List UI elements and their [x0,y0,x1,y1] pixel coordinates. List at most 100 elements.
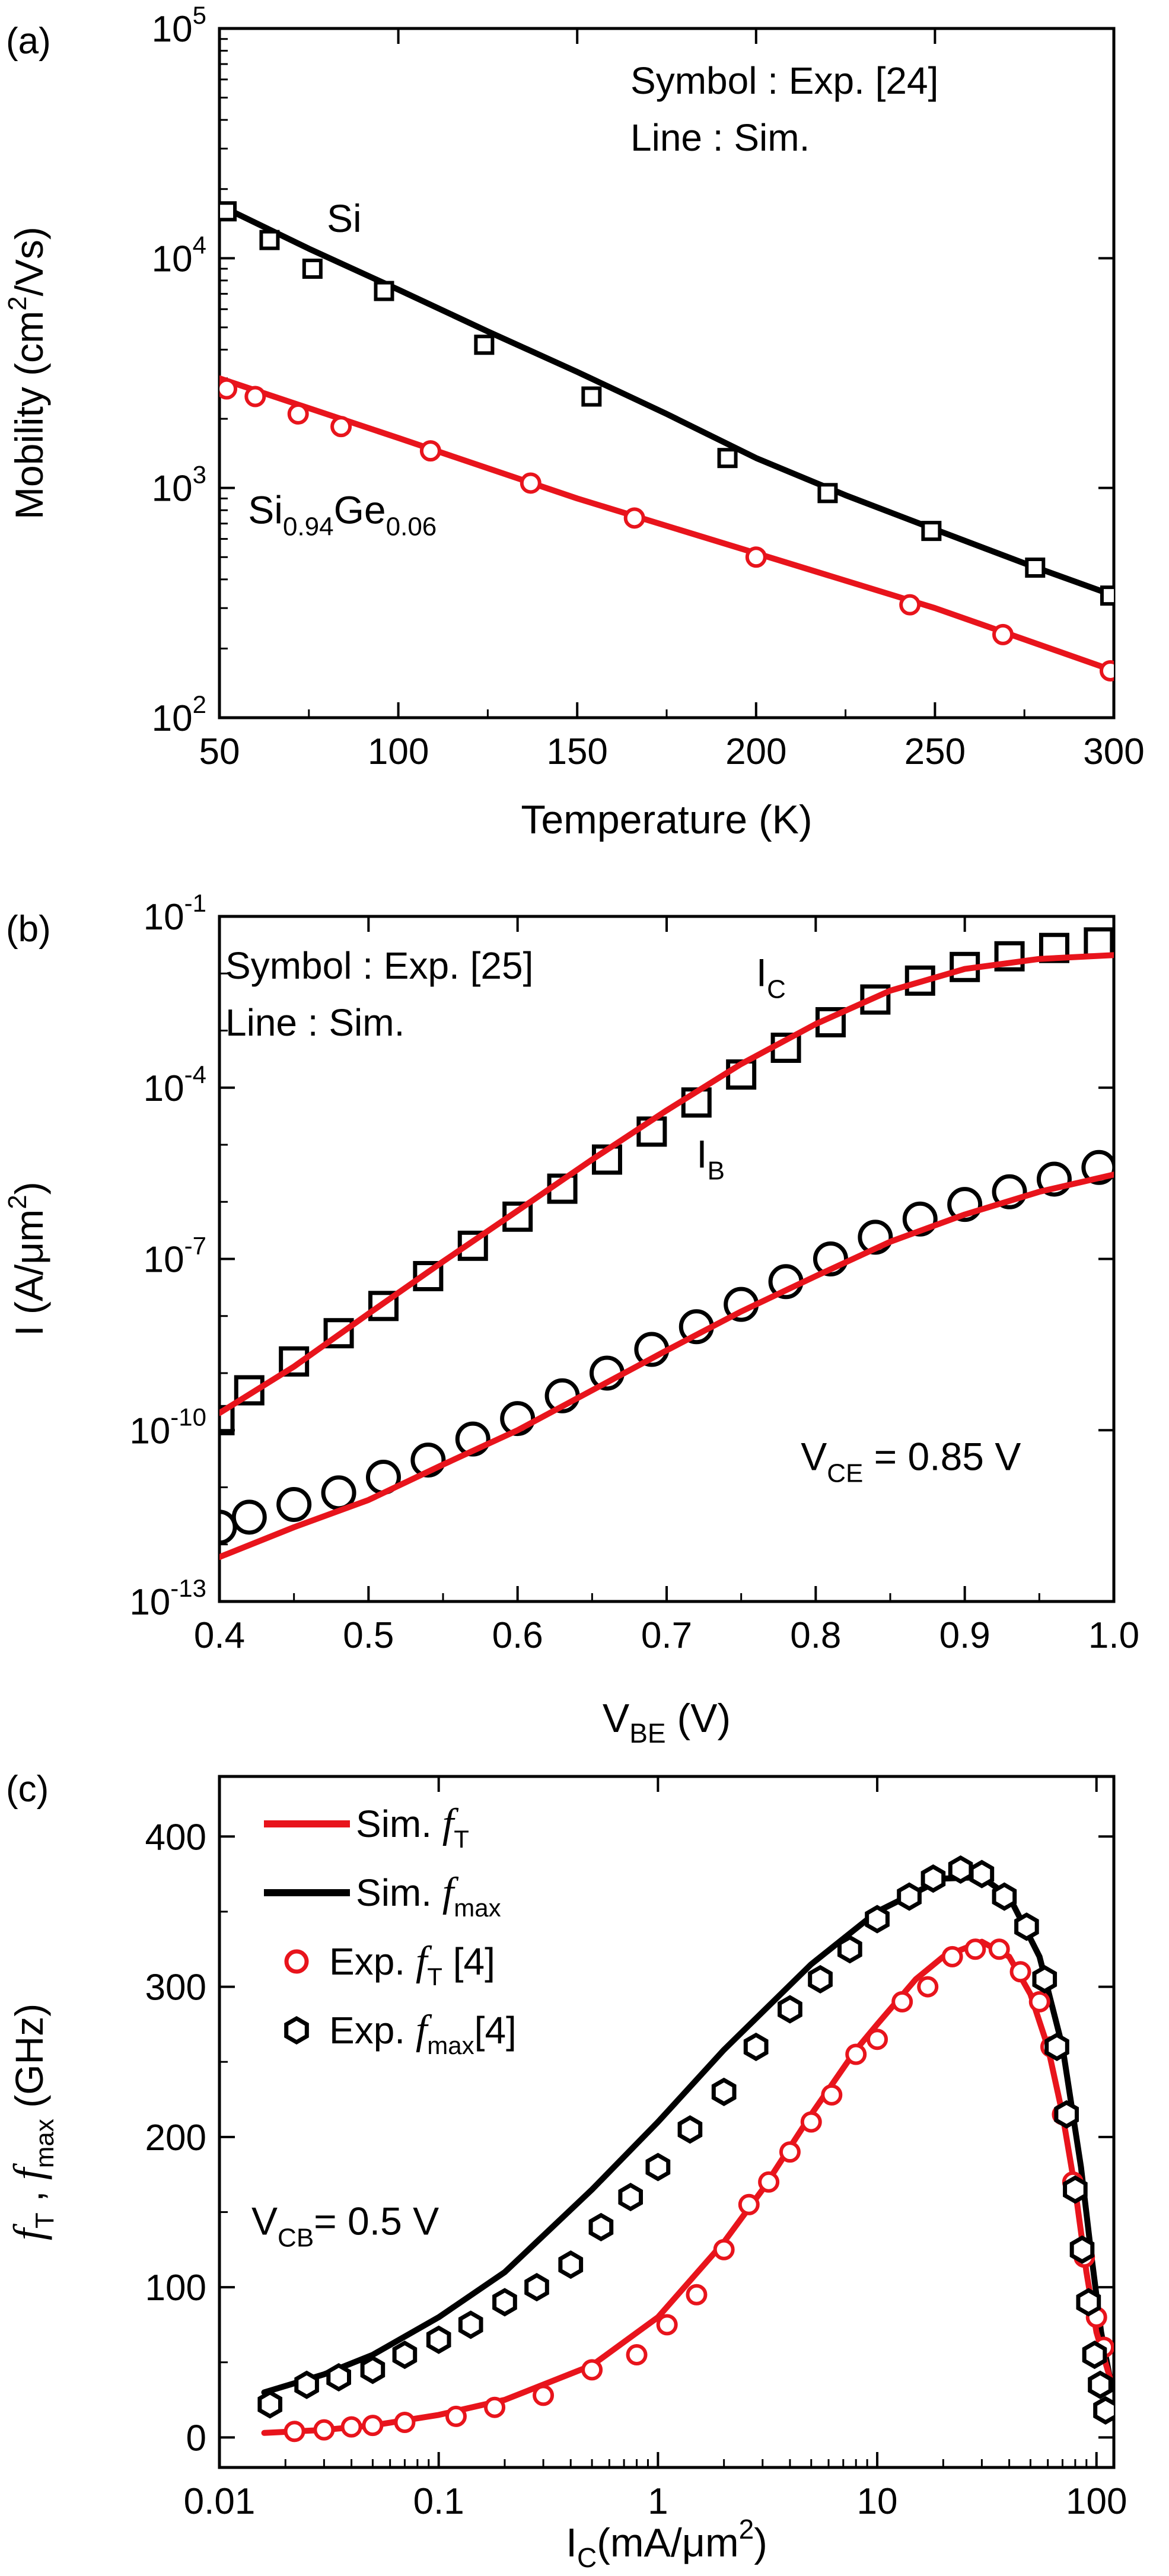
y-tick-base: 10 [144,897,184,938]
plot-area [219,927,1114,1561]
x-axis-label: VBE (V) [603,1696,731,1749]
x-label-sup: 2 [739,2514,754,2545]
hexagon-marker [1054,2100,1079,2129]
y-tick-label: 104 [152,231,206,279]
square-marker [219,201,237,222]
circle-marker [533,2384,555,2406]
hexagon-marker [1069,2235,1095,2264]
x-tick-label: 0.4 [194,1615,245,1656]
hexagon-marker [524,2273,549,2302]
hexagon-marker [808,1964,833,1994]
annotation-vcb: VCB= 0.5 V [251,2199,439,2252]
y-tick-base: 10 [152,469,193,510]
x-tick-label: 300 [1083,731,1144,772]
annotation-text: Si [248,488,283,532]
x-tick-label: 10 [857,2481,898,2522]
hexagon-marker [458,2310,483,2339]
y-tick-exp: -10 [170,1403,206,1431]
y-axis-label: Mobility (cm2/Vs) [3,227,51,520]
annotation-si: Si [327,196,362,240]
x-label-main: I [566,2520,577,2565]
y-axis-label: fT , fmax (GHz) [5,2004,59,2240]
square-marker [1084,927,1114,958]
y-label-main: I (A/μm [7,1209,51,1336]
circle-marker [992,1174,1027,1209]
x-tick-label: 1.0 [1088,1615,1139,1656]
hexagon-marker [326,2362,351,2392]
x-tick-label: 200 [725,731,786,772]
y-label-main: Mobility (cm [7,311,51,520]
annotation-text: = 0.85 V [863,1435,1021,1479]
series-markers [219,378,1114,682]
square-marker [921,521,942,542]
hexagon-marker [948,1855,973,1884]
annotation-text: I [696,1132,707,1176]
x-tick-label: 0.8 [790,1615,841,1656]
hexagon-marker [645,2152,671,2182]
y-tick-label: 102 [152,690,206,739]
y-label-tail: (GHz) [7,2004,51,2119]
y-tick-label: 10-1 [144,889,206,938]
legend-pre: Sim. [356,1803,442,1845]
circle-marker [362,2415,384,2437]
hexagon-marker [992,1882,1017,1911]
hexagon-marker [711,2077,737,2106]
hexagon-marker [897,1882,922,1911]
circle-marker [867,2029,888,2050]
x-tick-label: 1 [648,2481,668,2522]
annotation-text: I [756,951,767,995]
square-marker [994,941,1025,972]
chart-panel-1: 0.4 0.5 0.6 0.7 0.8 0.9 1.010-1310-1010-710-41… [3,889,1139,1749]
y-tick-base: 10 [129,1582,170,1623]
hexagon-marker [865,1905,890,1934]
circle-marker [581,2359,603,2381]
hexagon-marker [677,2115,703,2144]
x-tick-label: 0.5 [343,1615,394,1656]
panel-label: (a) [6,21,51,62]
hexagon-marker [1014,1912,1039,1941]
circle-marker [988,1938,1010,1960]
y-label-sup: 2 [3,1195,32,1209]
annotation-sub: 0.06 [386,512,437,542]
legend-sub: max [454,1894,501,1922]
annotation-text: Ge [334,488,386,532]
annotation-ib: IB [696,1132,725,1185]
annotation-text: = 0.5 V [314,2199,439,2243]
circle-marker [520,472,542,494]
square-marker [302,259,323,279]
series-markers [219,201,1114,606]
hexagon-marker [1088,2370,1113,2399]
series-line [219,952,1114,1416]
y-tick-label: 200 [145,2118,206,2158]
annotation-sige: Si0.94Ge0.06 [248,488,437,542]
legend-sub: T [427,1963,442,1991]
circle-marker [394,2412,416,2434]
legend-post: [4] [442,1940,495,1983]
circle-marker [947,1187,983,1222]
circle-marker [276,1486,312,1522]
plot-area [219,201,1114,682]
circle-marker [686,2284,708,2306]
series-line [219,202,1114,599]
y-tick-base: 10 [144,1068,184,1109]
circle-marker [340,2416,362,2438]
circle-marker [330,416,352,438]
square-marker [374,281,394,301]
circle-marker [244,386,266,407]
circle-marker [231,1499,267,1535]
circle-marker [902,1201,938,1237]
hexagon-marker [360,2355,386,2384]
circle-marker [656,2314,678,2336]
y-tick-base: 10 [152,9,193,50]
legend-hexagon [284,2015,309,2045]
x-tick-label: 0.6 [492,1615,543,1656]
circle-marker [992,623,1014,645]
hexagon-marker [426,2325,451,2354]
x-tick-label: 50 [199,731,240,772]
y-label-tail: ) [7,1182,51,1195]
plot-frame [218,1775,1116,2469]
hexagon-marker [392,2341,418,2370]
hexagon-marker [492,2288,517,2317]
x-label-tail: (V) [666,1696,731,1741]
y-tick-exp: 5 [193,1,206,29]
